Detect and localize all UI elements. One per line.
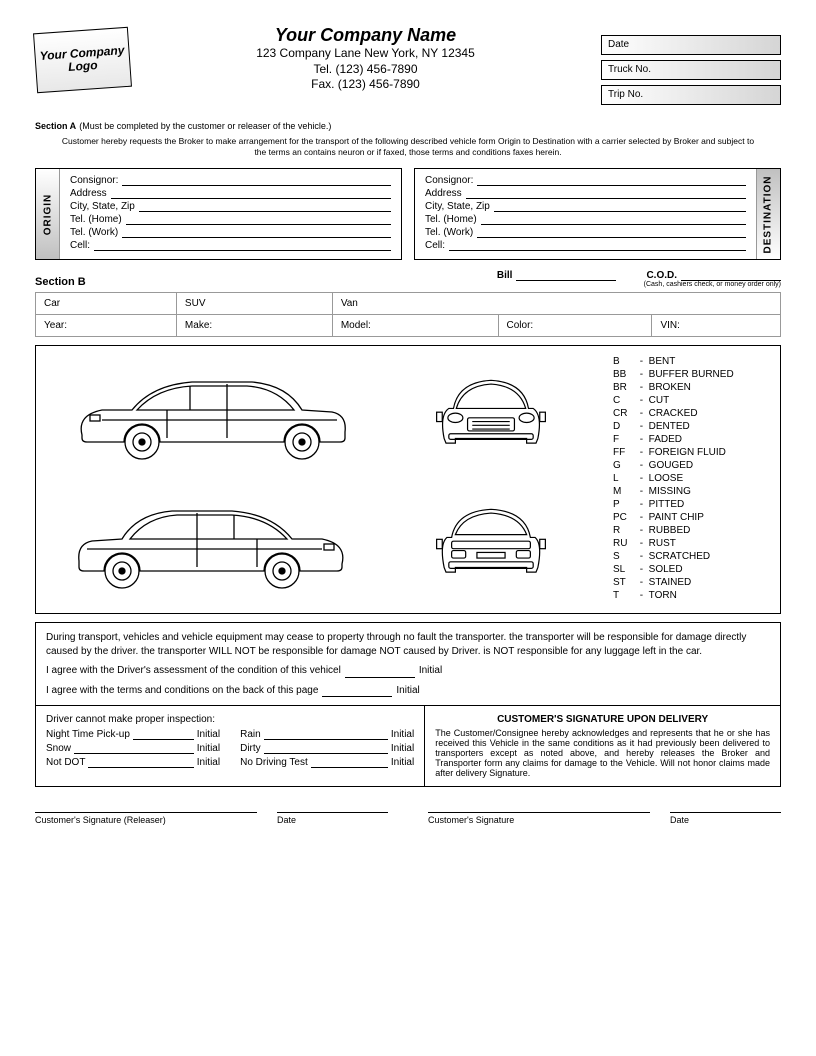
company-info: Your Company Name 123 Company Lane New Y…: [148, 25, 583, 93]
damage-code-s: S - SCRATCHED: [613, 551, 775, 562]
inspection-not-dot[interactable]: Not DOTInitial: [46, 757, 220, 768]
damage-code-t: T - TORN: [613, 590, 775, 601]
dest-tel-home[interactable]: Tel. (Home): [425, 214, 746, 225]
section-a-title: Section A: [35, 121, 76, 131]
damage-code-legend: B - BENT BB - BUFFER BURNED BR - BROKEN C -…: [605, 356, 775, 603]
vehicle-vin[interactable]: VIN:: [652, 315, 781, 337]
damage-code-f: F - FADED: [613, 434, 775, 445]
origin-box: ORIGIN Consignor: Address City, State, Z…: [35, 168, 402, 260]
damage-code-d: D - DENTED: [613, 421, 775, 432]
inspection-night-time-pick-up[interactable]: Night Time Pick-upInitial: [46, 729, 220, 740]
origin-city[interactable]: City, State, Zip: [70, 201, 391, 212]
customer-signature-section: CUSTOMER'S SIGNATURE UPON DELIVERY The C…: [425, 706, 780, 786]
damage-code-bb: BB - BUFFER BURNED: [613, 369, 775, 380]
origin-cell[interactable]: Cell:: [70, 240, 391, 251]
company-fax: Fax. (123) 456-7890: [148, 77, 583, 93]
inspection-no-driving-test[interactable]: No Driving TestInitial: [240, 757, 414, 768]
customer-sig-text: The Customer/Consignee hereby acknowledg…: [435, 728, 770, 778]
damage-code-p: P - PITTED: [613, 499, 775, 510]
car-rear: [387, 486, 595, 604]
company-name: Your Company Name: [148, 25, 583, 46]
dest-city[interactable]: City, State, Zip: [425, 201, 746, 212]
car-side-right: [46, 486, 379, 604]
damage-code-sl: SL - SOLED: [613, 564, 775, 575]
agree-terms[interactable]: I agree with the terms and conditions on…: [46, 684, 770, 698]
transport-disclaimer: During transport, vehicles and vehicle e…: [46, 631, 770, 658]
header-fields: Date Truck No. Trip No.: [601, 35, 781, 110]
damage-code-cr: CR - CRACKED: [613, 408, 775, 419]
car-side-left: [46, 356, 379, 474]
inspection-rain[interactable]: RainInitial: [240, 729, 414, 740]
truck-no-field[interactable]: Truck No.: [601, 60, 781, 80]
origin-tel-home[interactable]: Tel. (Home): [70, 214, 391, 225]
dest-cell[interactable]: Cell:: [425, 240, 746, 251]
damage-code-ff: FF - FOREIGN FLUID: [613, 447, 775, 458]
inspection-snow[interactable]: SnowInitial: [46, 743, 220, 754]
origin-destination-row: ORIGIN Consignor: Address City, State, Z…: [35, 168, 781, 260]
damage-code-b: B - BENT: [613, 356, 775, 367]
section-a-note: (Must be completed by the customer or re…: [79, 121, 331, 131]
customer-date[interactable]: Date: [670, 801, 781, 825]
trip-no-field[interactable]: Trip No.: [601, 85, 781, 105]
car-views: [46, 356, 595, 603]
section-b-header: Section B Bill C.O.D. (Cash, cashiers ch…: [35, 270, 781, 288]
damage-code-m: M - MISSING: [613, 486, 775, 497]
releaser-signature[interactable]: Customer's Signature (Releaser): [35, 801, 257, 825]
origin-address[interactable]: Address: [70, 188, 391, 199]
cod-field[interactable]: C.O.D.: [646, 270, 781, 281]
damage-code-ru: RU - RUST: [613, 538, 775, 549]
dest-tel-work[interactable]: Tel. (Work): [425, 227, 746, 238]
section-a-header: Section A (Must be completed by the cust…: [35, 120, 781, 132]
damage-code-l: L - LOOSE: [613, 473, 775, 484]
agree-assessment[interactable]: I agree with the Driver's assessment of …: [46, 664, 770, 678]
date-field[interactable]: Date: [601, 35, 781, 55]
cod-note: (Cash, cashiers check, or money order on…: [497, 281, 781, 288]
vehicle-year[interactable]: Year:: [36, 315, 177, 337]
origin-consignor[interactable]: Consignor:: [70, 175, 391, 186]
dest-address[interactable]: Address: [425, 188, 746, 199]
bottom-section: Driver cannot make proper inspection: Ni…: [35, 705, 781, 787]
damage-code-c: C - CUT: [613, 395, 775, 406]
vehicle-type-table: Car SUV Van Year: Make: Model: Color: VI…: [35, 292, 781, 337]
car-front: [387, 356, 595, 474]
inspection-header: Driver cannot make proper inspection:: [46, 714, 414, 725]
origin-label: ORIGIN: [36, 169, 60, 259]
customer-signature[interactable]: Customer's Signature: [428, 801, 650, 825]
section-a-disclaimer: Customer hereby requests the Broker to m…: [55, 136, 761, 158]
damage-code-g: G - GOUGED: [613, 460, 775, 471]
dest-consignor[interactable]: Consignor:: [425, 175, 746, 186]
inspection-dirty[interactable]: DirtyInitial: [240, 743, 414, 754]
damage-code-br: BR - BROKEN: [613, 382, 775, 393]
vehicle-type-car[interactable]: Car: [36, 293, 177, 315]
company-tel: Tel. (123) 456-7890: [148, 62, 583, 78]
releaser-date[interactable]: Date: [277, 801, 388, 825]
header: Your Company Logo Your Company Name 123 …: [35, 30, 781, 110]
section-b-title: Section B: [35, 276, 86, 288]
vehicle-type-suv[interactable]: SUV: [176, 293, 332, 315]
vehicle-make[interactable]: Make:: [176, 315, 332, 337]
destination-box: Consignor: Address City, State, Zip Tel.…: [414, 168, 781, 260]
damage-code-st: ST - STAINED: [613, 577, 775, 588]
origin-tel-work[interactable]: Tel. (Work): [70, 227, 391, 238]
signature-row: Customer's Signature (Releaser) Date Cus…: [35, 801, 781, 825]
company-address: 123 Company Lane New York, NY 12345: [148, 46, 583, 62]
vehicle-model[interactable]: Model:: [332, 315, 498, 337]
vehicle-type-van[interactable]: Van: [332, 293, 780, 315]
destination-fields: Consignor: Address City, State, Zip Tel.…: [415, 169, 756, 259]
inspection-section: Driver cannot make proper inspection: Ni…: [36, 706, 425, 786]
transport-notes: During transport, vehicles and vehicle e…: [35, 622, 781, 705]
damage-code-r: R - RUBBED: [613, 525, 775, 536]
bill-field[interactable]: Bill: [497, 270, 617, 281]
company-logo-placeholder: Your Company Logo: [33, 27, 132, 93]
vehicle-color[interactable]: Color:: [498, 315, 652, 337]
damage-code-pc: PC - PAINT CHIP: [613, 512, 775, 523]
vehicle-diagram-area: B - BENT BB - BUFFER BURNED BR - BROKEN C -…: [35, 345, 781, 614]
destination-label: DESTINATION: [756, 169, 780, 259]
origin-fields: Consignor: Address City, State, Zip Tel.…: [60, 169, 401, 259]
customer-sig-title: CUSTOMER'S SIGNATURE UPON DELIVERY: [435, 714, 770, 725]
